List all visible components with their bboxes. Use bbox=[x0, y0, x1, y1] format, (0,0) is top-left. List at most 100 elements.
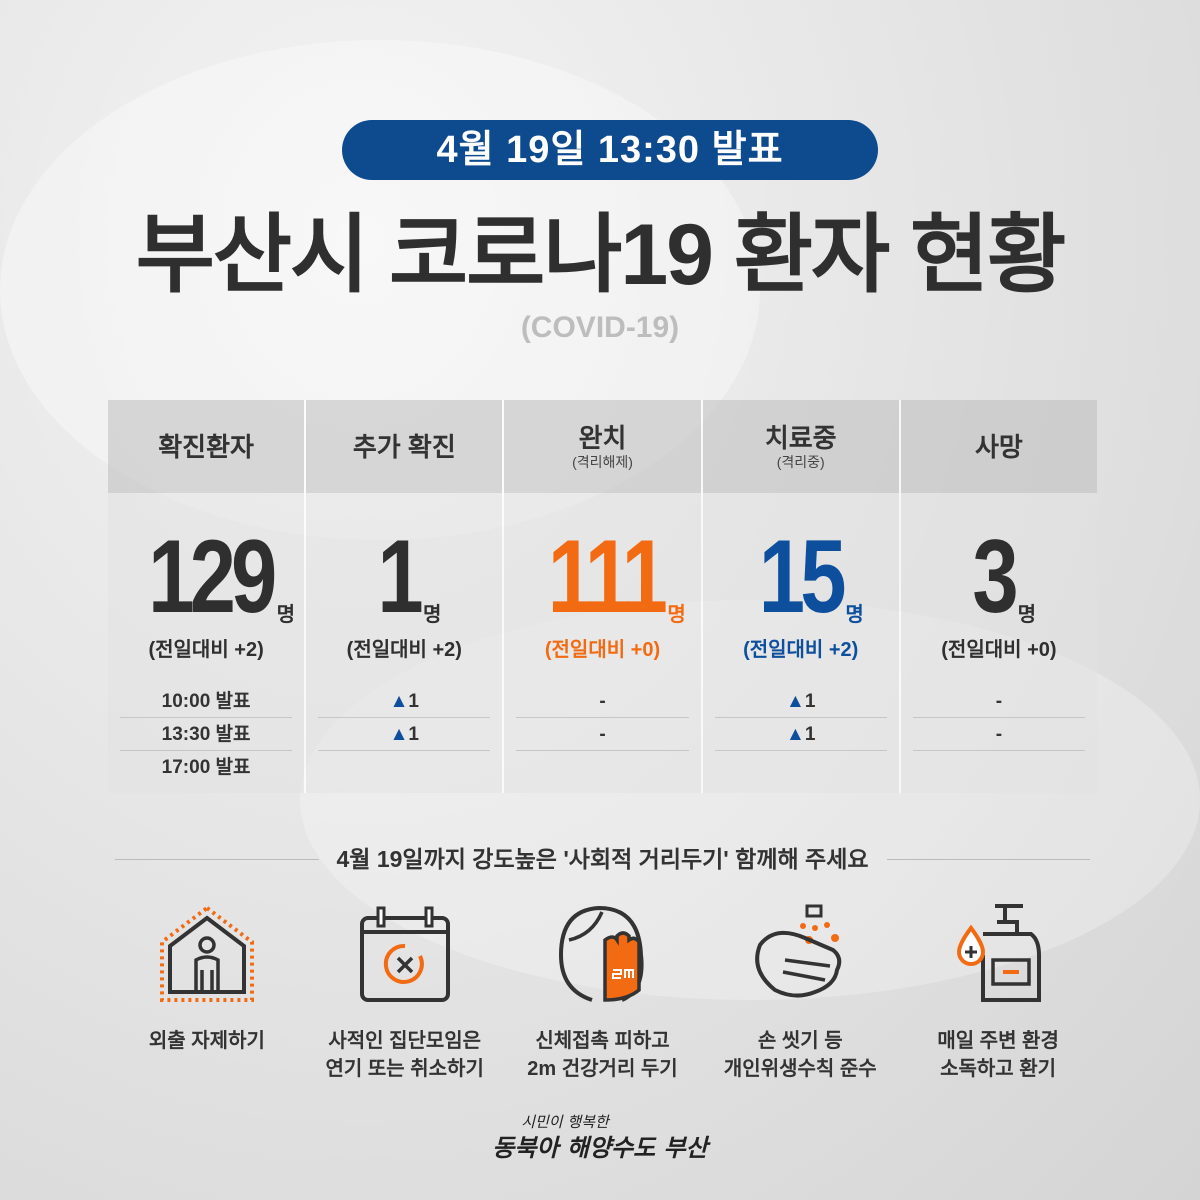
announcement-row: - bbox=[516, 718, 689, 751]
tip-label-line: 2m 건강거리 두기 bbox=[527, 1058, 678, 1080]
tip-item: 외출 자제하기 bbox=[108, 900, 306, 1083]
daily-change: (전일대비 +0) bbox=[544, 639, 661, 661]
row-value: - bbox=[599, 691, 606, 712]
house-person-icon bbox=[159, 905, 254, 1002]
announcement-row: ▲1 bbox=[318, 685, 491, 718]
row-value: - bbox=[599, 724, 606, 745]
count-unit: 명 bbox=[845, 604, 864, 626]
count-number: 129 bbox=[148, 519, 277, 635]
tip-label: 신체접촉 피하고 2m 건강거리 두기 bbox=[504, 1027, 702, 1083]
row-value: 1 bbox=[804, 724, 816, 745]
daily-change: (전일대비 +0) bbox=[941, 639, 1057, 661]
row-value: 10:00 발표 bbox=[161, 691, 251, 712]
prevention-tips: 외출 자제하기 사적인 집단모임은 연기 또는 취소하기 신체접촉 피하고 2m 건… bbox=[108, 900, 1097, 1083]
announcement-row: ▲1 bbox=[714, 718, 887, 751]
count-unit: 명 bbox=[1017, 604, 1037, 626]
announcement-row: 17:00 발표 bbox=[120, 751, 292, 784]
column-body: 111 명 (전일대비 +0) -- bbox=[504, 493, 701, 793]
row-value: 1 bbox=[804, 691, 816, 712]
column-label: 치료중 bbox=[764, 422, 837, 453]
announcement-row: 13:30 발표 bbox=[120, 718, 293, 751]
announcement-row: - bbox=[912, 718, 1086, 751]
tip-label: 사적인 집단모임은 연기 또는 취소하기 bbox=[306, 1027, 504, 1083]
divider-line bbox=[115, 858, 319, 860]
increase-triangle-icon: ▲ bbox=[786, 691, 805, 712]
announcement-rows: ▲1 ▲1 bbox=[318, 685, 491, 784]
column-label: 완치 bbox=[578, 422, 627, 453]
column-label: 사망 bbox=[974, 431, 1023, 462]
notice-text: 4월 19일까지 강도높은 '사회적 거리두기' 함께해 주세요 bbox=[336, 846, 869, 872]
announcement-rows: -- bbox=[912, 685, 1086, 784]
column-label: 확진환자 bbox=[158, 431, 254, 462]
slogan-line-2: 동북아 해양수도 부산 bbox=[492, 1133, 708, 1162]
increase-triangle-icon: ▲ bbox=[389, 691, 409, 712]
page-subtitle: (COVID-19) bbox=[520, 311, 680, 344]
notice-divider: 4월 19일까지 강도높은 '사회적 거리두기' 함께해 주세요 bbox=[115, 845, 1091, 873]
tip-item: 사적인 집단모임은 연기 또는 취소하기 bbox=[306, 900, 504, 1083]
daily-change: (전일대비 +2) bbox=[743, 639, 859, 661]
tip-label-line: 연기 또는 취소하기 bbox=[325, 1058, 484, 1080]
face-hand-distance-icon bbox=[559, 905, 645, 1002]
count-unit: 명 bbox=[667, 604, 686, 626]
announcement-row: - bbox=[912, 685, 1086, 718]
count-unit: 명 bbox=[423, 604, 442, 626]
announcement-row bbox=[318, 751, 490, 784]
announcement-row bbox=[913, 751, 1085, 784]
row-value: 1 bbox=[408, 691, 419, 712]
column-header: 확진환자 bbox=[108, 400, 305, 493]
tip-label: 외출 자제하기 bbox=[148, 1030, 265, 1052]
column-body: 15 명 (전일대비 +2) ▲1 ▲1 bbox=[702, 493, 899, 793]
row-value: - bbox=[995, 691, 1003, 712]
column-sublabel: (격리중) bbox=[776, 453, 825, 470]
tip-item: 매일 주변 환경 소독하고 환기 bbox=[899, 900, 1097, 1083]
count-number: 15 bbox=[758, 519, 846, 635]
column-header: 치료중 (격리중) bbox=[702, 400, 899, 493]
status-column: 완치 (격리해제) 111 명 (전일대비 +0) -- bbox=[504, 400, 703, 793]
count-value: 15 명 bbox=[703, 525, 899, 629]
daily-change: (전일대비 +2) bbox=[346, 639, 462, 661]
divider-line bbox=[886, 858, 1091, 860]
tip-label: 매일 주변 환경 소독하고 환기 bbox=[899, 1027, 1097, 1083]
busan-slogan-logo: 시민이 행복한 동북아 해양수도 부산 bbox=[0, 1112, 1200, 1164]
column-sublabel: (격리해제) bbox=[572, 453, 633, 470]
status-column: 확진환자 129 명 (전일대비 +2) 10:00 발표 13:30 발표 17:0… bbox=[108, 400, 307, 793]
announcement-time-badge: 4월 19일 13:30 발표 bbox=[342, 120, 878, 180]
column-header: 완치 (격리해제) bbox=[504, 400, 701, 493]
announcement-row bbox=[715, 751, 887, 784]
row-value: 1 bbox=[408, 724, 419, 745]
hand-washing-icon bbox=[755, 904, 842, 998]
count-number: 1 bbox=[377, 519, 424, 635]
announcement-rows: -- bbox=[516, 685, 689, 784]
daily-change: (전일대비 +2) bbox=[148, 639, 264, 661]
count-value: 129 명 bbox=[108, 525, 304, 629]
row-value: 17:00 발표 bbox=[161, 757, 251, 778]
count-unit: 명 bbox=[276, 604, 296, 626]
column-header: 추가 확진 bbox=[306, 400, 503, 493]
calendar-cancel-icon bbox=[359, 906, 450, 1002]
slogan-line-1: 시민이 행복한 bbox=[521, 1113, 609, 1131]
status-table: 확진환자 129 명 (전일대비 +2) 10:00 발표 13:30 발표 17:0… bbox=[108, 400, 1098, 793]
tip-label-line: 개인위생수칙 준수 bbox=[723, 1058, 877, 1080]
column-body: 129 명 (전일대비 +2) 10:00 발표 13:30 발표 17:00 발표 bbox=[108, 493, 305, 793]
announcement-row: 10:00 발표 bbox=[120, 685, 293, 718]
sanitizer-icon bbox=[957, 904, 1042, 1002]
tip-item: 신체접촉 피하고 2m 건강거리 두기 bbox=[504, 900, 702, 1083]
tip-label-line: 소독하고 환기 bbox=[940, 1058, 1057, 1080]
count-number: 3 bbox=[972, 519, 1018, 635]
announcement-rows: ▲1 ▲1 bbox=[714, 685, 887, 784]
increase-triangle-icon: ▲ bbox=[389, 724, 409, 745]
row-value: - bbox=[995, 724, 1003, 745]
tip-label-line: 손 씻기 등 bbox=[757, 1030, 843, 1052]
status-column: 치료중 (격리중) 15 명 (전일대비 +2) ▲1 ▲1 bbox=[702, 400, 901, 793]
announcement-row: ▲1 bbox=[714, 685, 887, 718]
tip-label-line: 신체접촉 피하고 bbox=[535, 1030, 670, 1052]
announcement-row: - bbox=[516, 685, 689, 718]
column-label: 추가 확진 bbox=[352, 431, 456, 462]
